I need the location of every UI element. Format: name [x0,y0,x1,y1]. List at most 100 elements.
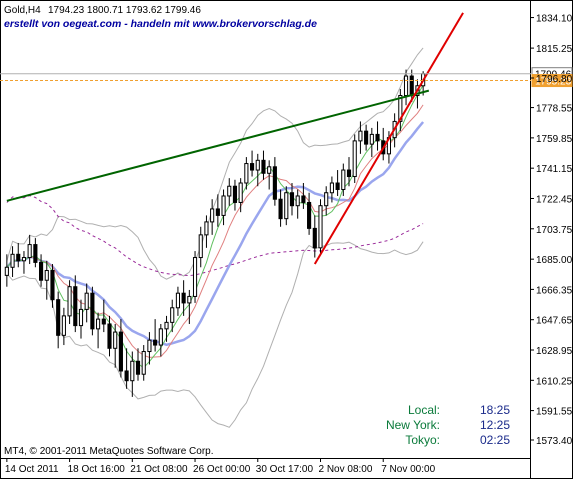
symbol-label: Gold,H4 [4,5,41,16]
ohlc-label: 1794.23 1800.71 1793.62 1799.46 [48,5,201,16]
clock-label-local: Local: [408,403,440,417]
y-tick-label: 1591.55 [536,407,573,418]
candle-body [307,201,312,229]
candle-body [403,75,409,97]
copyright-text: MT4, © 2001-2011 MetaQuotes Software Cor… [4,446,214,457]
candle-body [398,95,403,122]
clock-time-local: 18:25 [480,403,510,417]
candle-body [369,133,374,145]
candle-body [153,339,158,346]
y-tick-label: 1703.75 [536,225,573,236]
clock-label-tokyo: Tokyo: [405,433,440,447]
candle-body [318,205,323,249]
candle-body [278,198,283,220]
candle-body [21,257,27,262]
candle-body [375,133,380,142]
candle-body [56,299,61,336]
candle-body [324,192,329,207]
candle-body [4,266,9,276]
x-tick-label: 7 Nov 00:00 [381,464,435,475]
candle-body [255,159,260,171]
current-price-label: 1795.23 [535,77,572,88]
y-tick-label: 1628.95 [536,346,573,357]
candle-body [198,234,203,259]
x-tick-label: 30 Oct 17:00 [256,464,314,475]
y-tick-label: 1815.25 [536,44,573,55]
candle-body [124,370,129,382]
x-tick-label: 26 Oct 00:00 [193,464,251,475]
watermark-text: erstellt von oegeat.com - handeln mit ww… [4,18,317,30]
candle-body [210,208,215,223]
candle-body [61,315,66,336]
ma-long-dashed [6,195,424,277]
candle-body [118,331,123,372]
bollinger-bands [6,47,424,428]
price-lines: 1799.461795.23 [0,67,573,88]
x-tick-label: 18 Oct 16:00 [68,464,126,475]
candle-body [301,195,306,203]
candle-body [50,270,55,301]
candle-body [10,253,15,268]
candle-body [295,195,300,207]
candle-body [27,244,32,259]
candle-body [352,140,357,178]
y-tick-label: 1647.65 [536,316,573,327]
candle-body [33,244,38,263]
current-price-box [531,74,573,88]
clock-time-newyork: 12:25 [480,418,510,432]
x-tick-label: 2 Nov 08:00 [319,464,373,475]
candle-body [147,339,152,353]
clock-label-newyork: New York: [386,418,440,432]
y-tick-label: 1685.00 [536,255,573,266]
red-trend-line [313,12,464,265]
candle-body [164,321,169,330]
candle-body [358,130,363,142]
y-tick-label: 1741.15 [536,164,573,175]
candle-body [329,182,334,194]
candle-body [84,292,89,310]
candle-body [135,360,141,375]
candle-body [44,270,49,281]
green-trend-line [6,89,430,202]
candle-body [284,192,289,220]
candle-body [341,169,346,190]
candle-body [312,227,317,249]
candle-body [364,130,369,145]
candle-body [38,261,44,281]
candle-body [272,166,277,200]
candle-body [238,182,243,203]
candle-body [158,328,163,346]
candle-body [227,185,232,197]
candle-body [204,221,209,236]
candle-body [141,351,146,375]
candle-body [289,192,295,207]
bollinger-upper [6,47,424,280]
candle-body [261,159,266,174]
candle-body [113,331,118,349]
candle-body [335,182,340,190]
candle-body [170,307,175,323]
y-tick-label: 1796.80 [536,74,573,85]
clock-time-tokyo: 02:25 [480,433,510,447]
candle-body [16,253,21,262]
candle-body [249,163,255,171]
candle-body [181,292,186,304]
candle-body [130,360,135,382]
candle-body [346,169,352,178]
candle-body [409,75,414,97]
candle-body [192,257,198,297]
y-tick-label: 1610.25 [536,376,573,387]
candles [4,69,426,397]
candle-body [101,318,106,325]
x-tick-label: 14 Oct 2011 [5,464,59,475]
y-tick-label: 1834.10 [536,14,573,25]
candle-body [78,308,84,327]
candle-body [267,166,272,174]
candle-body [96,318,101,330]
candle-body [187,295,192,304]
time-axis: 14 Oct 2011 18 Oct 16:00 21 Oct 08:00 26 Oc… [5,458,436,475]
candle-body [215,208,220,216]
candle-body [244,163,249,184]
